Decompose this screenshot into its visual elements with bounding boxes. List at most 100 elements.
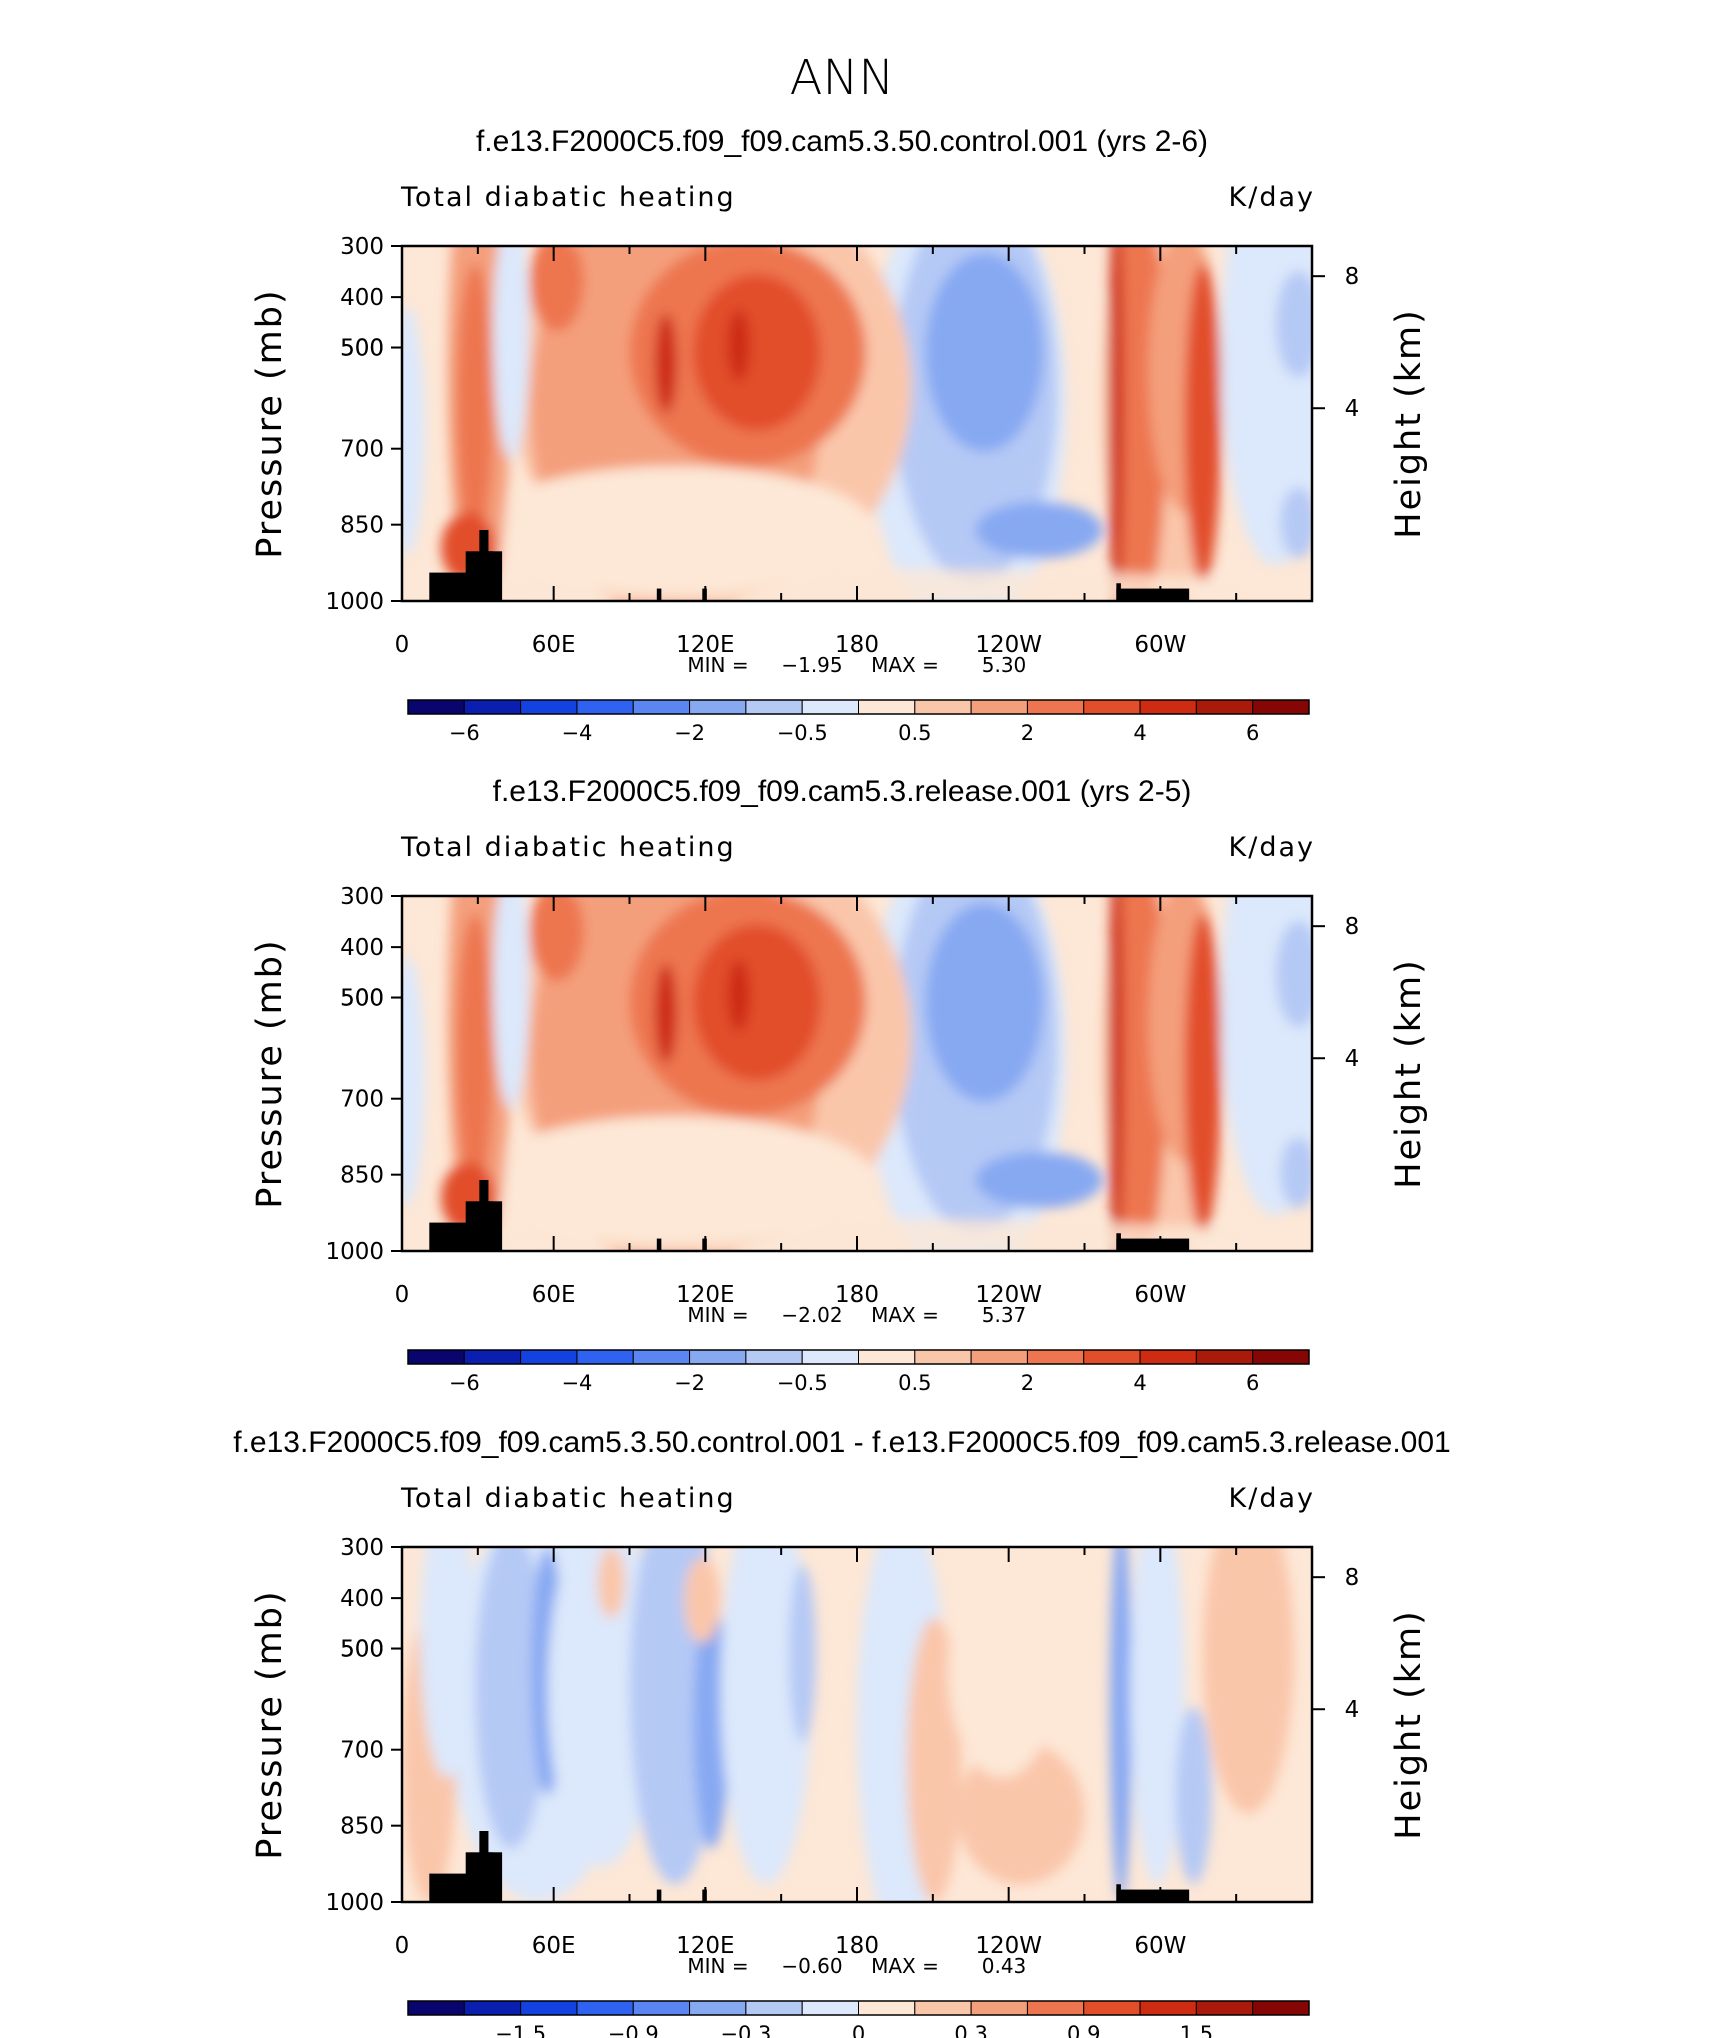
- x-tick-label: 60W: [1134, 632, 1186, 658]
- y-tick-label: 400: [340, 1586, 384, 1612]
- topography-mask: [429, 1180, 1190, 1251]
- colorbar-label: −2: [674, 1371, 705, 1395]
- colorbar-swatch: [463, 699, 522, 715]
- contour-blob: [975, 501, 1103, 559]
- colorbar-label: −6: [449, 1371, 480, 1395]
- y-axis-right: 84: [1312, 264, 1359, 422]
- colorbar: −6 −4 −2 −0.5 0.5 2 4 6: [407, 699, 1310, 745]
- colorbar-label: 6: [1246, 1371, 1259, 1395]
- contour-blob: [727, 309, 750, 381]
- stats: MIN = −1.95 MAX = 5.30: [687, 653, 1026, 677]
- colorbar-swatch: [1083, 1349, 1141, 1365]
- colorbar-label: −0.3: [720, 2022, 771, 2038]
- contour-blob: [654, 313, 677, 413]
- contour-blob: [1184, 263, 1222, 584]
- contour-blob: [474, 466, 876, 594]
- y-tick-label: 400: [340, 935, 384, 961]
- colorbar-swatch: [970, 699, 1028, 715]
- colorbar-swatch: [463, 2000, 522, 2016]
- contour-blob: [474, 1547, 548, 1849]
- colorbar-swatch: [745, 2000, 803, 2016]
- contour-blob: [1275, 270, 1312, 378]
- colorbar-label: 1.5: [1180, 2022, 1213, 2038]
- contour-blob: [447, 1219, 1267, 1251]
- field-contours: [402, 246, 1312, 601]
- y-tick-label: 850: [340, 1814, 384, 1840]
- contour-blob: [1275, 920, 1312, 1028]
- contour-blob: [597, 1547, 625, 1618]
- colorbar-frame: [407, 1349, 1310, 1365]
- x-tick-label: 120W: [975, 1282, 1042, 1308]
- stats: MIN = −2.02 MAX = 5.37: [687, 1303, 1026, 1327]
- contour-blob: [693, 1600, 730, 1849]
- x-tick-label: 60E: [532, 1282, 576, 1308]
- y-axis-right: 84: [1312, 914, 1359, 1072]
- y-tick-label: 400: [340, 285, 384, 311]
- colorbar-swatch: [858, 699, 916, 715]
- x-tick-label: 120E: [676, 1933, 734, 1959]
- colorbar-swatch: [576, 699, 634, 715]
- max-label: MAX =: [871, 1303, 939, 1327]
- contour-blob: [788, 1564, 817, 1743]
- contour-blob: [402, 306, 425, 555]
- colorbar-swatch: [801, 699, 859, 715]
- topography-block: [479, 1831, 489, 1867]
- max-label: MAX =: [871, 653, 939, 677]
- colorbar-swatch: [858, 2000, 916, 2016]
- y-tick-label: 700: [340, 1738, 384, 1764]
- colorbar-swatch: [407, 2000, 465, 2016]
- y-right-tick-label: 4: [1345, 396, 1360, 422]
- colorbar-swatch: [1252, 1349, 1310, 1365]
- colorbar-swatch: [1139, 699, 1197, 715]
- topography-mask: [429, 1831, 1190, 1902]
- max-label: MAX =: [871, 1954, 939, 1978]
- x-axis: 0 60E 120E 180 120W 60W: [395, 896, 1313, 1308]
- colorbar-label: 0.3: [954, 2022, 987, 2038]
- x-tick-label: 120W: [975, 1933, 1042, 1959]
- min-value: −2.02: [781, 1303, 842, 1327]
- contour-blob: [1184, 913, 1222, 1234]
- colorbar-swatch: [632, 699, 691, 715]
- y-axis-right: 84: [1312, 1565, 1359, 1723]
- min-label: MIN =: [687, 1303, 748, 1327]
- contour-blob: [1109, 246, 1124, 601]
- contour-blob: [1175, 1706, 1212, 1885]
- y-right-tick-label: 8: [1345, 264, 1360, 290]
- y-axis-right-title: Height (km): [1389, 1609, 1429, 1840]
- contour-blob: [474, 1116, 876, 1244]
- min-label: MIN =: [687, 653, 748, 677]
- colorbar-swatch: [1026, 2000, 1085, 2016]
- x-tick-label: 60W: [1134, 1282, 1186, 1308]
- colorbar-label: −0.5: [777, 721, 828, 745]
- panel-title: f.e13.F2000C5.f09_f09.cam5.3.release.001…: [493, 775, 1192, 808]
- contour-blob: [693, 924, 821, 1081]
- contour-blob: [1280, 1137, 1312, 1209]
- contour-blob: [456, 263, 493, 548]
- panel-subtitle-left: Total diabatic heating: [400, 832, 736, 863]
- contour-blob: [975, 1151, 1103, 1209]
- field-contours: [402, 1547, 1294, 1902]
- panel-subtitle-left: Total diabatic heating: [400, 182, 736, 213]
- y-tick-label: 700: [340, 437, 384, 463]
- y-axis-right-title: Height (km): [1389, 308, 1429, 539]
- colorbar-label: 2: [1021, 1371, 1034, 1395]
- topography-block: [1116, 588, 1190, 601]
- topography-block: [479, 1180, 489, 1216]
- y-right-tick-label: 4: [1345, 1046, 1360, 1072]
- colorbar-frame: [407, 699, 1310, 715]
- contour-blob: [402, 956, 425, 1205]
- max-value: 0.43: [982, 1954, 1027, 1978]
- colorbar-swatch: [914, 699, 972, 715]
- colorbar: −1.5 −0.9 −0.3 0 0.3 0.9 1.5: [407, 2000, 1310, 2038]
- panel-2: f.e13.F2000C5.f09_f09.cam5.3.release.001…: [250, 775, 1429, 1395]
- colorbar-label: 2: [1021, 721, 1034, 745]
- colorbar-swatch: [745, 699, 803, 715]
- contour-blob: [529, 246, 584, 332]
- min-label: MIN =: [687, 1954, 748, 1978]
- contour-blob: [957, 1742, 1085, 1885]
- colorbar-swatch: [576, 2000, 634, 2016]
- colorbar-label: 4: [1133, 1371, 1146, 1395]
- colorbar-swatch: [1026, 699, 1085, 715]
- x-tick-label: 120E: [676, 632, 734, 658]
